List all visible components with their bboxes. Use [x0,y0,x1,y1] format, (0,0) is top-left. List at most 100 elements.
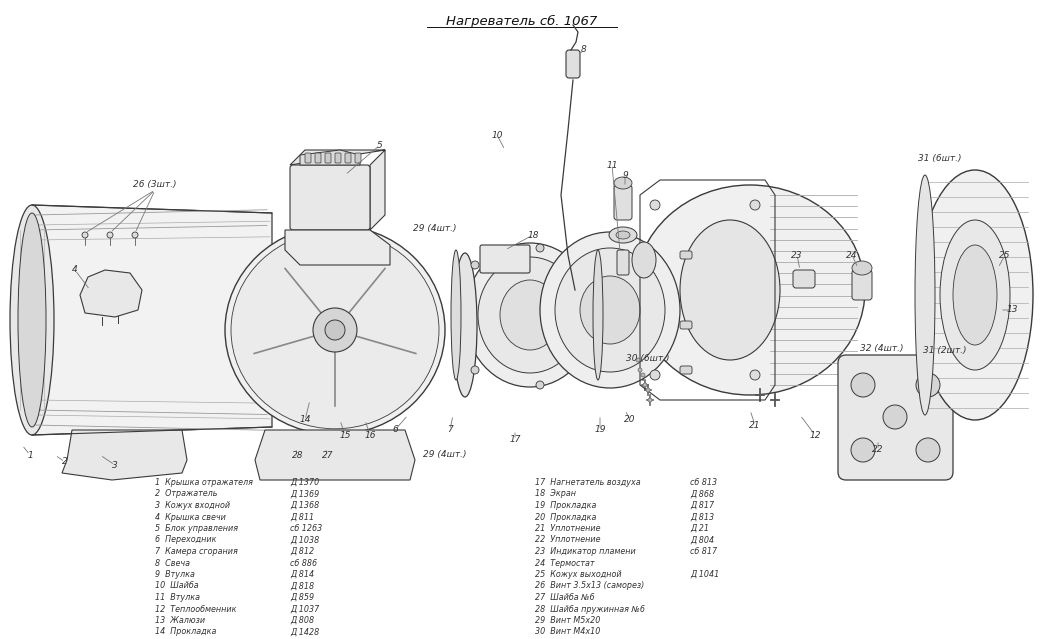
Polygon shape [255,430,415,480]
Text: Д 813: Д 813 [690,512,714,521]
Text: 15: 15 [340,431,351,440]
Ellipse shape [452,253,477,397]
Circle shape [325,320,345,340]
Text: Д 804: Д 804 [690,535,714,544]
Text: 32 (4шт.): 32 (4шт.) [860,344,904,353]
Text: 8: 8 [581,45,587,54]
FancyBboxPatch shape [325,153,331,163]
Ellipse shape [451,250,461,380]
Text: сб 813: сб 813 [690,478,717,487]
Text: Д 1037: Д 1037 [291,604,320,613]
Circle shape [851,438,875,462]
Text: Д 817: Д 817 [690,501,714,510]
Circle shape [646,388,650,392]
Text: 22  Уплотнение: 22 Уплотнение [535,535,601,544]
Text: 28: 28 [293,450,304,459]
Polygon shape [80,270,142,317]
Text: Д 808: Д 808 [291,616,315,625]
Text: Д 1038: Д 1038 [291,535,320,544]
Polygon shape [285,230,390,265]
Text: 11  Втулка: 11 Втулка [155,593,200,602]
FancyBboxPatch shape [480,245,530,273]
Ellipse shape [540,232,680,388]
Text: сб 817: сб 817 [690,547,717,556]
Text: 1  Крышка отражателя: 1 Крышка отражателя [155,478,253,487]
Polygon shape [62,430,187,480]
Text: 13: 13 [1006,305,1018,314]
Text: 4: 4 [72,265,78,275]
Text: 10  Шайба: 10 Шайба [155,581,199,590]
Text: Д 812: Д 812 [291,547,315,556]
Ellipse shape [465,243,595,387]
Ellipse shape [10,205,54,435]
Text: 26 (3шт.): 26 (3шт.) [134,180,177,190]
Text: 7: 7 [447,426,452,435]
Circle shape [750,200,760,210]
Text: 31 (2шт.): 31 (2шт.) [923,346,967,355]
Text: 29 (4шт.): 29 (4шт.) [423,450,467,459]
Text: 9  Втулка: 9 Втулка [155,570,194,579]
Circle shape [916,438,940,462]
Ellipse shape [609,227,637,243]
Ellipse shape [940,220,1011,370]
Text: 17  Нагнетатель воздуха: 17 Нагнетатель воздуха [535,478,641,487]
Ellipse shape [593,250,603,380]
Ellipse shape [500,280,560,350]
Text: 12: 12 [809,431,820,440]
Ellipse shape [18,213,46,427]
Text: 26  Винт 3.5x13 (саморез): 26 Винт 3.5x13 (саморез) [535,581,645,590]
Text: 7  Камера сгорания: 7 Камера сгорания [155,547,238,556]
Text: 4  Крышка свечи: 4 Крышка свечи [155,512,226,521]
Circle shape [636,358,640,362]
FancyBboxPatch shape [345,153,351,163]
Text: Д 811: Д 811 [291,512,315,521]
Polygon shape [300,178,365,215]
Text: 23  Индикатор пламени: 23 Индикатор пламени [535,547,635,556]
Text: 21: 21 [749,420,761,429]
Circle shape [650,200,660,210]
Ellipse shape [680,220,780,360]
Text: 20  Прокладка: 20 Прокладка [535,512,597,521]
FancyBboxPatch shape [852,270,872,300]
Text: 24: 24 [846,250,858,259]
Text: 25  Кожух выходной: 25 Кожух выходной [535,570,622,579]
FancyBboxPatch shape [315,153,321,163]
Text: 9: 9 [622,171,628,180]
Text: 14: 14 [299,415,310,424]
Ellipse shape [580,276,640,344]
FancyBboxPatch shape [617,250,629,275]
Text: 5: 5 [377,141,382,150]
Polygon shape [300,150,359,165]
Text: 2: 2 [62,458,68,466]
Text: 17: 17 [509,436,520,445]
Ellipse shape [635,185,865,395]
Text: 29  Винт М5x20: 29 Винт М5x20 [535,616,601,625]
Text: 8  Свеча: 8 Свеча [155,558,190,567]
Text: Нагреватель сб. 1067: Нагреватель сб. 1067 [446,15,598,28]
Ellipse shape [231,231,439,429]
Circle shape [638,368,642,372]
Text: Д 818: Д 818 [291,581,315,590]
Circle shape [107,232,113,238]
FancyBboxPatch shape [680,321,692,329]
Text: Д 1368: Д 1368 [291,501,320,510]
Circle shape [471,366,479,374]
Ellipse shape [918,170,1034,420]
Text: 20: 20 [624,415,635,424]
Circle shape [750,370,760,380]
Circle shape [851,373,875,397]
Text: Д 859: Д 859 [291,593,315,602]
Text: 12  Теплообменник: 12 Теплообменник [155,604,236,613]
Text: 6  Переходник: 6 Переходник [155,535,216,544]
Text: 18: 18 [528,231,539,240]
Ellipse shape [632,242,656,278]
Text: 3: 3 [112,461,118,470]
Text: 24  Термостат: 24 Термостат [535,558,595,567]
Circle shape [536,244,544,252]
Text: сб 886: сб 886 [291,558,317,567]
FancyBboxPatch shape [793,270,815,288]
Text: 29 (4шт.): 29 (4шт.) [413,224,457,233]
Text: 3  Кожух входной: 3 Кожух входной [155,501,230,510]
Text: Д 868: Д 868 [690,489,714,498]
Text: Д 1428: Д 1428 [291,627,320,636]
